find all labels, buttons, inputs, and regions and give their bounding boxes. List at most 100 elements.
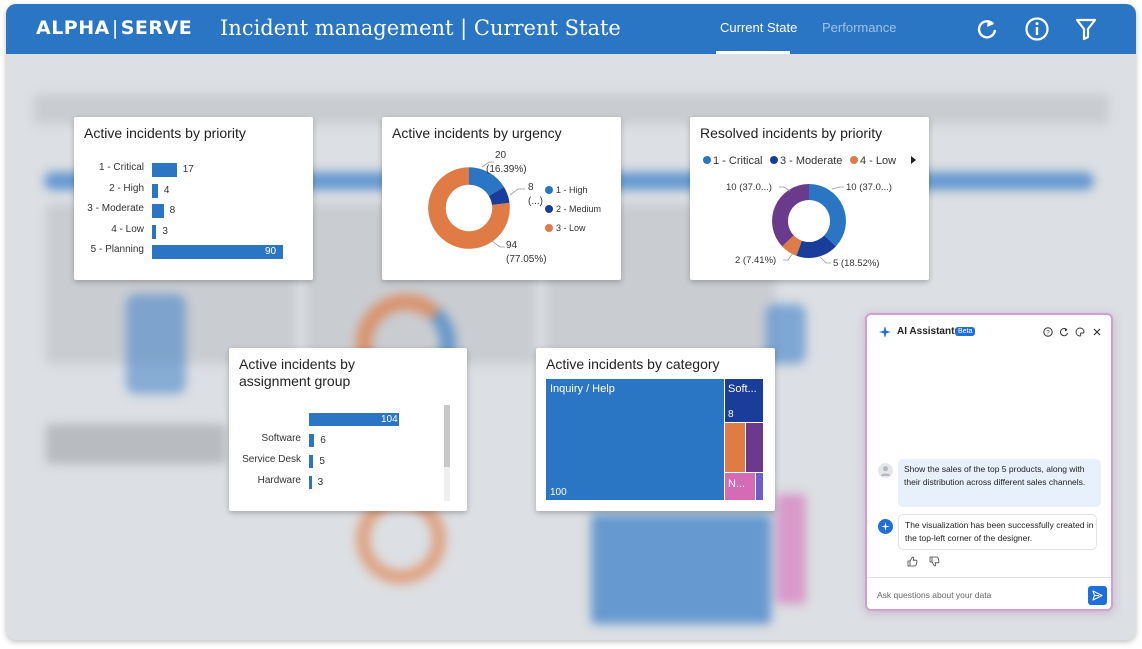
legend-label-critical: 1 - Critical (713, 155, 763, 167)
bar[interactable] (152, 163, 177, 177)
bar-value-label: 5 (319, 456, 325, 467)
legend-dot-low (545, 224, 553, 232)
card-active-by-priority[interactable]: Active incidents by priority 1 - Critica… (74, 117, 313, 280)
ai-panel-title: AI Assistant (897, 326, 955, 337)
bar[interactable] (152, 224, 157, 239)
card-title-line1: Active incidents by (239, 356, 355, 372)
data-label-medium-count: 8 (528, 182, 534, 193)
donut-slice-purple[interactable] (772, 184, 810, 247)
user-message-text: Show the sales of the top 5 products, al… (904, 464, 1086, 487)
thumbs-up-icon[interactable] (907, 556, 918, 567)
treemap-tile-violet[interactable] (756, 473, 763, 500)
donut-slice-critical[interactable] (808, 184, 846, 247)
treemap-tile-pink[interactable]: N... (725, 473, 755, 500)
assistant-avatar (878, 519, 893, 534)
card-active-by-assignment-group[interactable]: Active incidents by assignment group 104… (229, 348, 467, 511)
data-label-low-count: 94 (506, 240, 518, 251)
card-title: Active incidents by urgency (392, 125, 562, 141)
bar-value-label: 17 (182, 164, 194, 175)
scrollbar-thumb[interactable] (444, 405, 450, 467)
bar[interactable] (309, 455, 314, 468)
data-label-moderate: 5 (18.52%) (833, 258, 879, 269)
legend-dot-high (545, 186, 553, 194)
bar-category-label: Software (261, 433, 301, 444)
alphaserve-logo: ALPHA | SERVE (36, 17, 192, 39)
bar-category-label: 4 - Low (111, 223, 144, 235)
refresh-icon[interactable] (1059, 327, 1069, 337)
bar-category-label: Hardware (257, 475, 301, 486)
palette-icon[interactable] (1075, 327, 1085, 337)
donut-slice-high[interactable] (468, 167, 504, 197)
thumbs-down-icon[interactable] (929, 556, 940, 567)
donut-slice-low[interactable] (428, 167, 510, 249)
legend-dot-critical (703, 156, 711, 164)
bar[interactable] (152, 183, 158, 198)
input-divider (867, 577, 1111, 578)
tab-performance[interactable]: Performance (822, 20, 897, 35)
user-avatar (878, 463, 893, 478)
legend-dot-low (850, 156, 858, 164)
active-tab-indicator (716, 51, 790, 54)
legend-label-low: 4 - Low (860, 155, 896, 167)
treemap-tile-purple[interactable] (746, 423, 763, 472)
filter-icon[interactable] (1073, 16, 1099, 42)
donut-slice-low[interactable] (782, 235, 803, 256)
refresh-icon[interactable] (974, 16, 1000, 42)
bar-value-label: 4 (163, 184, 170, 196)
resolved-donut-chart: 1 - Critical 3 - Moderate 4 - Low 10 (37… (703, 155, 916, 269)
sparkle-icon (879, 326, 891, 338)
close-icon[interactable] (1092, 327, 1102, 337)
treemap-tile-orange[interactable] (725, 423, 745, 472)
legend-label-moderate: 3 - Moderate (780, 155, 842, 167)
legend-dot-medium (545, 205, 553, 213)
card-title-line2: assignment group (239, 373, 351, 389)
user-message-bubble: Show the sales of the top 5 products, al… (898, 459, 1101, 507)
bar-category-label: 1 - Critical (98, 162, 144, 173)
card-resolved-by-priority[interactable]: Resolved incidents by priority 1 - Criti… (690, 117, 929, 280)
send-button[interactable] (1088, 586, 1107, 605)
bar[interactable] (152, 204, 164, 219)
tile-label: Soft... (728, 383, 757, 395)
info-icon[interactable] (1024, 16, 1050, 42)
data-label-purple: 10 (37.0...) (726, 182, 772, 193)
top-navigation-bar: ALPHA | SERVE Incident management | Curren… (6, 4, 1136, 54)
bar-value-label: 8 (169, 205, 176, 217)
bar-value-label: 6 (320, 435, 326, 446)
assistant-message-text: The visualization has been successfully … (905, 520, 1094, 543)
tile-label: Inquiry / Help (550, 383, 615, 395)
send-icon (1092, 590, 1103, 601)
bar[interactable] (152, 245, 283, 260)
help-icon[interactable]: ? (1043, 327, 1053, 337)
legend-label-medium: 2 - Medium (556, 204, 601, 214)
legend-next-arrow-icon (911, 156, 916, 164)
card-title: Active incidents by assignment group (239, 356, 355, 390)
card-active-by-category[interactable]: Active incidents by category Inquiry / H… (536, 348, 775, 511)
ai-question-input[interactable]: Ask questions about your data (877, 590, 992, 600)
bar[interactable] (309, 434, 315, 447)
logo-left-text: ALPHA (36, 17, 110, 39)
bar-category-label: 3 - Moderate (87, 203, 144, 215)
card-title: Resolved incidents by priority (700, 125, 883, 141)
bar[interactable] (309, 476, 312, 489)
card-title: Active incidents by priority (84, 125, 246, 141)
bar[interactable] (309, 413, 399, 426)
donut-slice-moderate[interactable] (796, 235, 836, 258)
legend-label-high: 1 - High (556, 185, 588, 195)
donut-slice-medium[interactable] (488, 186, 510, 206)
treemap-tile-inquiry-help[interactable]: Inquiry / Help 100 (546, 379, 724, 500)
data-label-high-count: 20 (495, 150, 507, 161)
bar-value-label: 90 (265, 246, 277, 258)
page-title: Incident management | Current State (220, 16, 621, 40)
bar-category-label: Service Desk (242, 454, 301, 465)
bar-value-label: 104 (381, 414, 398, 425)
tab-current-state[interactable]: Current State (720, 20, 798, 35)
treemap-chart: Inquiry / Help 100 Soft... 8 N... (536, 348, 775, 511)
data-label-critical: 10 (37.0...) (846, 182, 892, 193)
logo-separator: | (111, 17, 119, 39)
card-active-by-urgency[interactable]: Active incidents by urgency 20 (16.39%) … (382, 117, 621, 280)
tile-value: 8 (728, 409, 734, 420)
data-label-high-pct: (16.39%) (486, 164, 527, 175)
card-title: Active incidents by category (546, 356, 720, 372)
ai-assistant-panel: AI Assistant Beta ? Show the sales of th… (865, 313, 1113, 611)
treemap-tile-software[interactable]: Soft... 8 (725, 379, 763, 422)
